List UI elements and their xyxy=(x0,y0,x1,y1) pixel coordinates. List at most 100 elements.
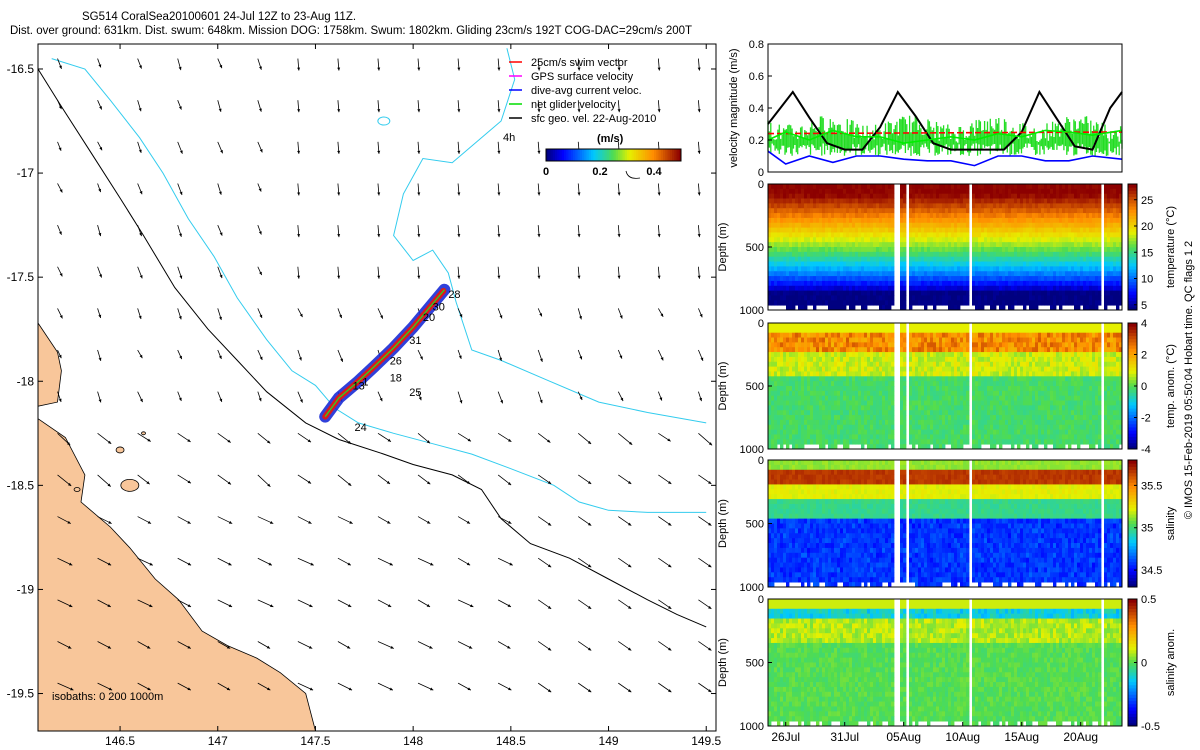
colorbar-tick: 25 xyxy=(1141,195,1153,207)
island xyxy=(115,446,125,454)
map-x-tick-label: 148.5 xyxy=(496,734,526,748)
date-x-tick-label: 05Aug xyxy=(886,730,921,744)
heatmap-cells xyxy=(768,599,1123,727)
swim-vector-band xyxy=(322,286,448,420)
section-y-label: Depth (m) xyxy=(717,638,729,687)
colorbar-tick: 5 xyxy=(1141,300,1147,312)
map-legend: 25cm/s swim vector GPS surface velocity di… xyxy=(503,57,682,179)
velocity-series-2 xyxy=(767,150,1123,167)
velocity-y-tick: 0.8 xyxy=(749,39,764,51)
section-y-tick: 500 xyxy=(746,658,764,670)
section-y-tick: 0 xyxy=(758,594,764,606)
colorbar-tick: 0.5 xyxy=(1141,594,1156,606)
heatmap-cells xyxy=(768,184,1123,311)
section-y-label: Depth (m) xyxy=(717,499,729,548)
track-day-label: 18 xyxy=(390,372,402,384)
velocity-series-3 xyxy=(767,129,1123,145)
section-y-tick: 500 xyxy=(746,242,764,254)
velocity-axes-frame xyxy=(767,43,1123,173)
isobath-200m-islet xyxy=(377,116,391,126)
depth-section-panel-sal: 0 500 1000 Depth (m) 34.5 35 35.5 salinity xyxy=(717,455,1177,594)
map-x-tick-label: 148 xyxy=(403,734,423,748)
depth-section-panel-sanom: 0 500 1000 Depth (m) -0.5 0 0.5 salinity anom. 2… xyxy=(717,594,1177,744)
island xyxy=(73,487,81,492)
colorbar-label: salinity xyxy=(1165,506,1177,540)
colorbar-tick: 35 xyxy=(1141,523,1153,535)
date-x-tick-label: 10Aug xyxy=(945,730,980,744)
track-day-label: 26 xyxy=(390,356,402,368)
section-y-label: Depth (m) xyxy=(717,223,729,272)
section-y-tick: 1000 xyxy=(740,582,764,594)
section-y-tick: 500 xyxy=(746,381,764,393)
map-x-tick-label: 149 xyxy=(599,734,619,748)
legend-entry: dive-avg current veloc. xyxy=(531,85,642,97)
coastline-land xyxy=(37,321,317,732)
track-day-label: 25 xyxy=(409,387,421,399)
colorbar-tick: 0 xyxy=(1141,381,1147,393)
colorbar-label: temp. anom. (°C) xyxy=(1165,344,1177,428)
time-scale-note: 4h xyxy=(503,132,515,144)
map-y-tick-label: -19.5 xyxy=(7,687,35,701)
depth-section-panel-temp: 0 500 1000 Depth (m) 5 10 15 20 25 temperature (°… xyxy=(717,179,1177,317)
velocity-y-label: velocity magnitude (m/s) xyxy=(728,48,740,167)
figure-title-line-2: Dist. over ground: 631km. Dist. swum: 64… xyxy=(10,25,693,37)
map-x-tick-label: 147.5 xyxy=(300,734,330,748)
colorbar-tick: -2 xyxy=(1141,413,1151,425)
colorbar-label: temperature (°C) xyxy=(1165,206,1177,288)
track-day-label: 28 xyxy=(448,289,460,301)
speed-colorbar-tick: 0 xyxy=(543,166,549,178)
colorbar-tick: 0 xyxy=(1141,658,1147,670)
date-x-tick-label: 20Aug xyxy=(1063,730,1098,744)
colorbar-tick: 4 xyxy=(1141,318,1147,330)
speed-colorbar xyxy=(545,148,682,162)
colorbar-tick: -0.5 xyxy=(1141,721,1160,733)
map-x-tick-label: 149.5 xyxy=(691,734,721,748)
legend-entry: net glider velocity xyxy=(531,99,616,111)
colorbar-tick: 15 xyxy=(1141,247,1153,259)
section-y-tick: 0 xyxy=(758,455,764,467)
velocity-y-tick: 0.6 xyxy=(749,71,764,83)
section-y-tick: 1000 xyxy=(740,444,764,456)
colorbar-tick: 20 xyxy=(1141,221,1153,233)
legend-entry: GPS surface velocity xyxy=(531,71,634,83)
map-y-tick-label: -16.5 xyxy=(7,62,35,76)
credit-side-text: © IMOS 15-Feb-2019 05:50:04 Hobart time.… xyxy=(1183,241,1195,519)
velocity-series-0 xyxy=(767,89,1123,151)
track-day-label: 24 xyxy=(355,422,367,434)
heatmap-cells xyxy=(768,323,1123,450)
map-x-tick-label: 147 xyxy=(208,734,228,748)
section-colorbar xyxy=(1127,183,1138,311)
net-velocity-line xyxy=(324,289,445,417)
colorbar-tick: -4 xyxy=(1141,444,1151,456)
track-day-label: 13 xyxy=(353,381,365,393)
heatmap-cells xyxy=(768,460,1123,588)
section-y-tick: 0 xyxy=(758,318,764,330)
colorbar-tick: 10 xyxy=(1141,274,1153,286)
depth-section-panel-tanom: 0 500 1000 Depth (m) -4 -2 0 2 4 temp. anom. (°C) xyxy=(717,318,1177,456)
legend-entry: sfc geo. vel. 22-Aug-2010 xyxy=(531,113,656,125)
figure-title-line-1: SG514 CoralSea20100601 24-Jul 12Z to 23-… xyxy=(82,11,357,23)
isobath-200m-reef xyxy=(393,48,707,424)
date-x-tick-label: 15Aug xyxy=(1004,730,1039,744)
section-colorbar xyxy=(1127,459,1138,588)
speed-colorbar-label: (m/s) xyxy=(597,133,624,145)
colorbar-tick: 34.5 xyxy=(1141,565,1162,577)
island xyxy=(120,478,140,492)
colorbar-tick: 2 xyxy=(1141,350,1147,362)
date-x-tick-label: 31Jul xyxy=(830,730,859,744)
colorbar-label: salinity anom. xyxy=(1165,629,1177,696)
isobath-1000m xyxy=(37,68,707,628)
map-y-tick-label: -18 xyxy=(17,374,35,388)
section-y-label: Depth (m) xyxy=(717,362,729,411)
map-axes-frame xyxy=(37,43,717,732)
section-y-tick: 0 xyxy=(758,179,764,191)
velocity-y-tick: 0 xyxy=(758,167,764,179)
island xyxy=(141,431,146,436)
map-y-tick-label: -17 xyxy=(17,166,35,180)
map-x-tick-label: 146.5 xyxy=(105,734,135,748)
legend-entry: 25cm/s swim vector xyxy=(531,57,628,69)
date-x-tick-label: 26Jul xyxy=(771,730,800,744)
colorbar-tick: 35.5 xyxy=(1141,480,1162,492)
